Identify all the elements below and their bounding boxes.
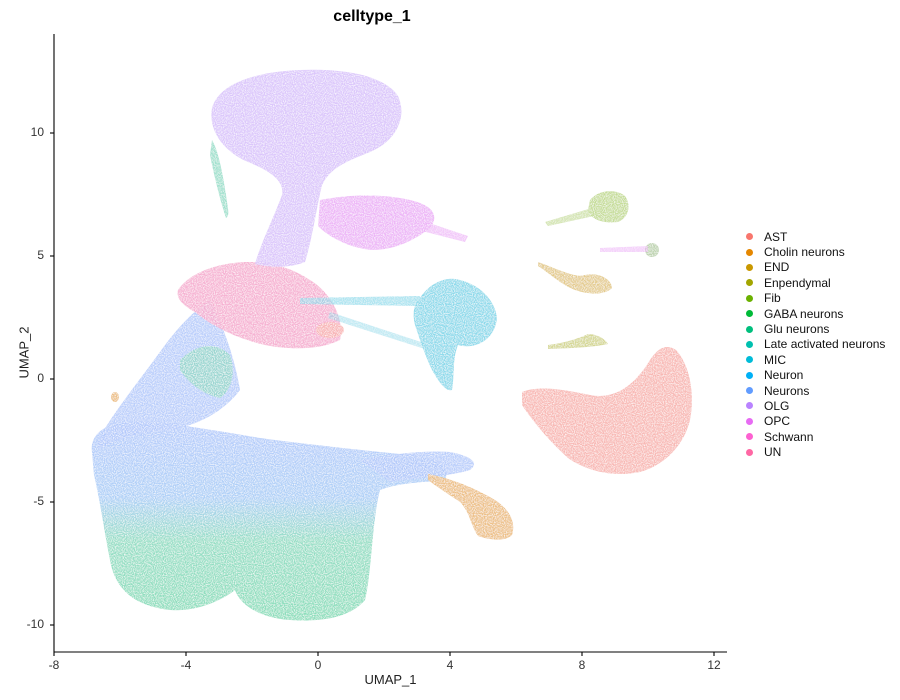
cluster-fib-tip	[645, 243, 659, 257]
y-tick-label: -10	[26, 617, 44, 631]
legend-dot-icon	[746, 263, 753, 271]
legend-dot-icon	[746, 294, 753, 302]
legend-dot-icon	[746, 279, 753, 287]
cluster-neurons-bridge	[98, 300, 240, 450]
axes	[50, 34, 727, 656]
legend-item: AST	[744, 229, 885, 244]
y-tick-label: 10	[30, 125, 44, 139]
x-tick-label: -8	[48, 658, 60, 672]
cluster-mic	[413, 278, 497, 391]
legend-item: GABA neurons	[744, 306, 885, 321]
x-tick-label: 8	[578, 658, 586, 672]
legend-label: END	[764, 260, 790, 275]
legend-label: MIC	[764, 352, 786, 367]
legend-dot-icon	[746, 233, 753, 241]
legend-item: Cholin neurons	[744, 244, 885, 259]
y-tick-label: -5	[33, 494, 44, 508]
legend-dot-icon	[746, 371, 753, 379]
cluster-fib-arm	[545, 208, 594, 226]
legend-label: Enpendymal	[764, 275, 831, 290]
legend: AST Cholin neurons END Enpendymal Fib GABA ne…	[744, 229, 885, 460]
x-tick-label: 4	[446, 658, 454, 672]
x-tick-label: 12	[707, 658, 721, 672]
cluster-olg	[211, 69, 402, 267]
legend-item: OPC	[744, 414, 885, 429]
legend-dot-icon	[746, 417, 753, 425]
cluster-opc	[318, 195, 435, 250]
cluster-neurons-tail	[360, 451, 474, 482]
cluster-ast	[522, 347, 692, 475]
cluster-opc-thread	[600, 246, 648, 252]
legend-item: Glu neurons	[744, 321, 885, 336]
scatter-clusters	[91, 69, 692, 621]
legend-item: Fib	[744, 291, 885, 306]
legend-label: GABA neurons	[764, 306, 844, 321]
y-tick-label: 5	[37, 248, 44, 262]
legend-label: OPC	[764, 414, 791, 429]
cluster-mic-link	[300, 296, 420, 306]
x-tick-label: 0	[314, 658, 322, 672]
legend-dot-icon	[746, 433, 753, 441]
legend-item: Neurons	[744, 383, 885, 398]
legend-label: Glu neurons	[764, 322, 830, 337]
x-tick-label: -4	[180, 658, 192, 672]
cluster-ast-small	[316, 322, 344, 338]
legend-label: Fib	[764, 291, 781, 306]
cluster-cholin-speck	[111, 392, 119, 402]
cluster-mic-thread	[328, 312, 430, 350]
cluster-enpendymal	[548, 334, 608, 349]
cluster-late-activated	[180, 345, 233, 398]
legend-item: UN	[744, 444, 885, 459]
chart-title: celltype_1	[333, 8, 411, 25]
legend-item: Schwann	[744, 429, 885, 444]
legend-dot-icon	[746, 356, 753, 364]
legend-item: MIC	[744, 352, 885, 367]
x-axis-title: UMAP_1	[364, 672, 417, 687]
cluster-late-activated-strand	[210, 140, 229, 218]
y-tick-label: 0	[37, 371, 44, 385]
cluster-fib	[588, 191, 629, 223]
legend-item: END	[744, 260, 885, 275]
legend-dot-icon	[746, 310, 753, 318]
legend-dot-icon	[746, 448, 753, 456]
legend-item: Neuron	[744, 368, 885, 383]
cluster-cholin	[428, 474, 514, 540]
legend-dot-icon	[746, 248, 753, 256]
legend-label: UN	[764, 445, 782, 460]
cluster-neurons-gaba-glu	[91, 422, 447, 621]
legend-item: OLG	[744, 398, 885, 413]
legend-label: Schwann	[764, 429, 814, 444]
legend-label: Neurons	[764, 383, 810, 398]
cluster-un	[177, 262, 341, 349]
legend-label: Neuron	[764, 368, 804, 383]
legend-dot-icon	[746, 402, 753, 410]
legend-dot-icon	[746, 325, 753, 333]
legend-label: AST	[764, 229, 788, 244]
legend-label: Late activated neurons	[764, 337, 886, 352]
y-axis-title: UMAP_2	[16, 326, 32, 379]
legend-item: Late activated neurons	[744, 337, 885, 352]
legend-dot-icon	[746, 340, 753, 348]
cluster-end	[538, 262, 612, 294]
cluster-opc-tail	[418, 220, 468, 242]
legend-dot-icon	[746, 387, 753, 395]
legend-label: OLG	[764, 398, 790, 413]
legend-label: Cholin neurons	[764, 245, 845, 260]
legend-item: Enpendymal	[744, 275, 885, 290]
